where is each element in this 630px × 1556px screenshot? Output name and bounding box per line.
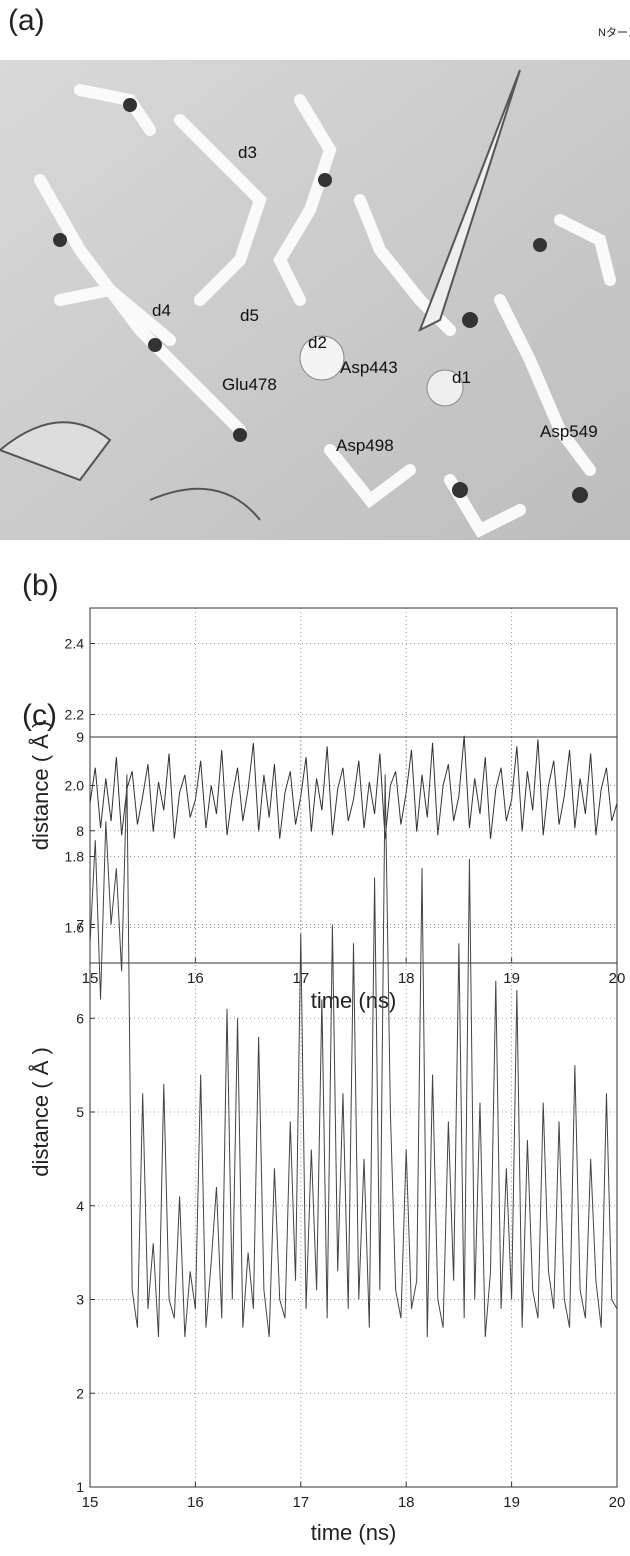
metal-ion bbox=[299, 335, 345, 381]
y-tick-label: 2.0 bbox=[65, 778, 85, 794]
x-tick-label: 15 bbox=[82, 1494, 99, 1511]
x-tick-label: 17 bbox=[292, 1494, 309, 1511]
x-tick-label: 19 bbox=[503, 970, 520, 987]
x-tick-label: 20 bbox=[609, 1494, 626, 1511]
y-tick-label: 9 bbox=[76, 729, 84, 745]
structure-label: d2 bbox=[308, 333, 327, 352]
y-tick-label: 1.6 bbox=[65, 920, 85, 936]
image-background bbox=[0, 60, 630, 540]
x-tick-label: 16 bbox=[187, 1494, 204, 1511]
structure-label: d3 bbox=[238, 143, 257, 162]
structure-label: Asp549 bbox=[540, 422, 598, 441]
y-tick-label: 6 bbox=[76, 1010, 84, 1026]
atoms bbox=[53, 98, 588, 503]
panel-label: (c) bbox=[22, 699, 57, 732]
y-tick-label: 2.4 bbox=[65, 636, 85, 652]
y-axis-title: distance ( Å ) bbox=[28, 721, 53, 851]
y-tick-label: 1.8 bbox=[65, 849, 85, 865]
y-tick-label: 3 bbox=[76, 1292, 84, 1308]
plot-frame bbox=[89, 736, 618, 1488]
y-tick-label: 2.2 bbox=[65, 707, 85, 723]
structure-label: Asp498 bbox=[336, 436, 394, 455]
x-tick-label: 18 bbox=[398, 1494, 415, 1511]
y-axis-title: distance ( Å ) bbox=[28, 1047, 53, 1177]
structure-label: Asp443 bbox=[340, 358, 398, 377]
corner-note: Nターン bbox=[598, 26, 630, 39]
plot-frame bbox=[89, 607, 618, 964]
molecule-image: d3 d4 d5 d2 d1 Glu478 Asp443 Asp498 Asp549 bbox=[0, 60, 630, 540]
y-tick-label: 1 bbox=[76, 1479, 84, 1495]
y-tick-label: 8 bbox=[76, 823, 84, 839]
structure-label: Glu478 bbox=[222, 375, 277, 394]
x-tick-label: 18 bbox=[398, 970, 415, 987]
structure-label: d5 bbox=[240, 306, 259, 325]
data-line bbox=[89, 774, 618, 1338]
y-tick-label: 5 bbox=[76, 1104, 84, 1120]
structure-label: d4 bbox=[152, 301, 171, 320]
metal-ion bbox=[426, 369, 464, 407]
x-axis-title: time (ns) bbox=[311, 988, 397, 1013]
x-tick-label: 16 bbox=[187, 970, 204, 987]
x-tick-label: 19 bbox=[503, 1494, 520, 1511]
sticks bbox=[34, 84, 616, 538]
panel-label: (b) bbox=[22, 569, 59, 602]
y-tick-label: 7 bbox=[76, 917, 84, 933]
data-line bbox=[89, 735, 618, 839]
ribbons bbox=[0, 69, 521, 521]
structure-label: d1 bbox=[452, 368, 471, 387]
y-tick-label: 2 bbox=[76, 1385, 84, 1401]
x-axis-title: time (ns) bbox=[311, 1520, 397, 1545]
panel-label: (a) bbox=[8, 4, 45, 37]
y-tick-label: 4 bbox=[76, 1198, 84, 1214]
x-tick-label: 17 bbox=[292, 970, 309, 987]
